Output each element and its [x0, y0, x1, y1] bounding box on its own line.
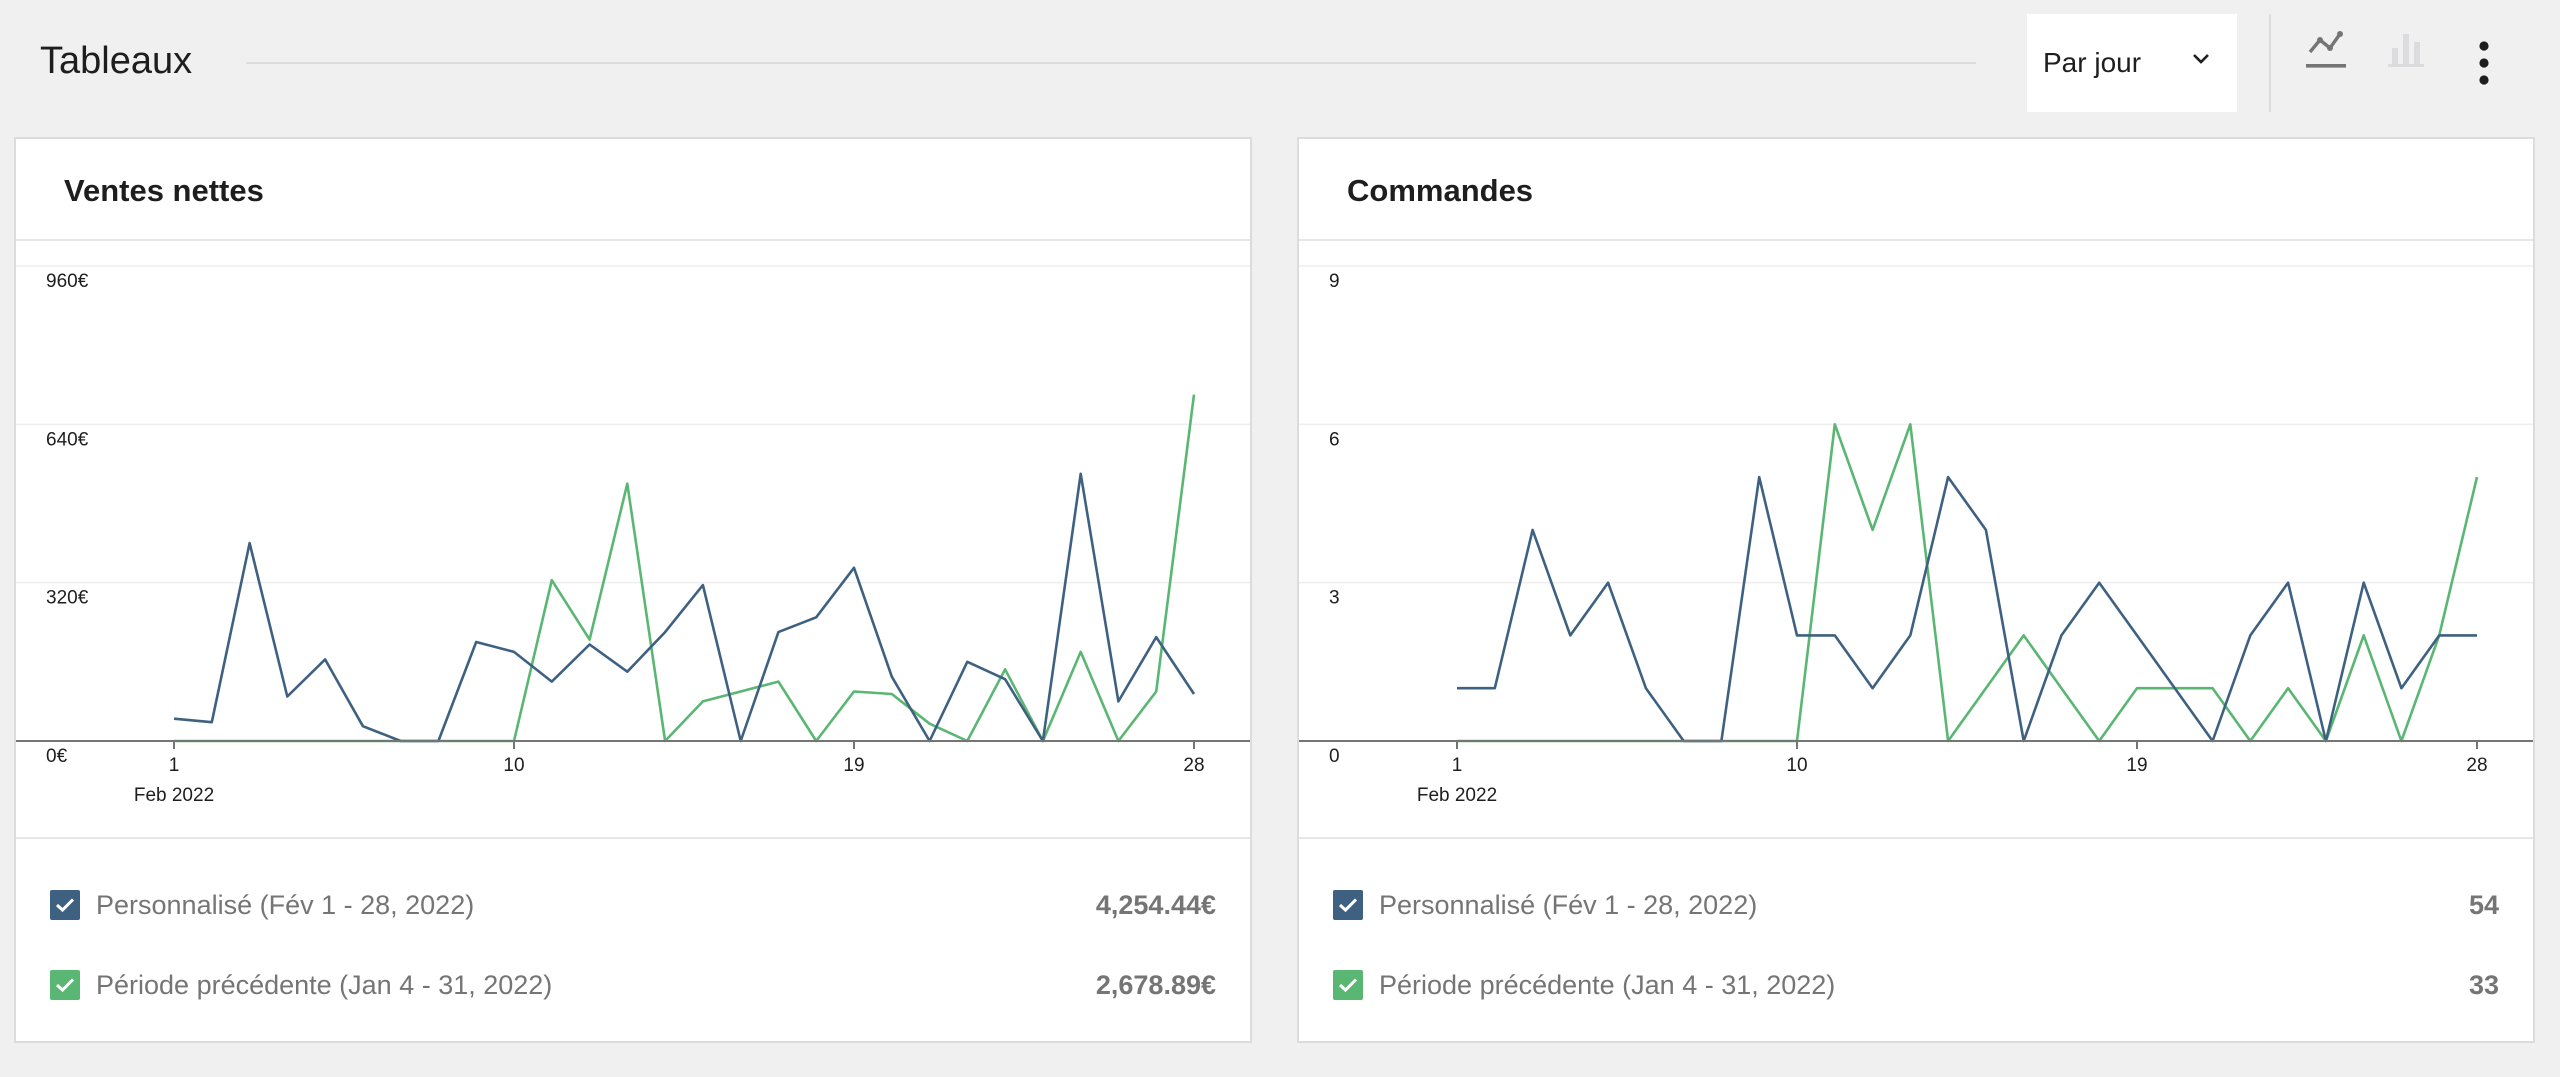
card-header: Ventes nettes	[16, 139, 1250, 241]
x-tick-label: 10	[1786, 755, 1807, 776]
series-line-current	[1457, 475, 2477, 743]
orders-chart[interactable]: 0 3 6 9 1 10 19 28 Feb 2022	[1299, 241, 2533, 837]
legend-total: 4,254.44€	[1095, 889, 1216, 920]
x-tick-label: 28	[1183, 755, 1204, 776]
chart-title: Commandes	[1347, 173, 1534, 208]
checkbox[interactable]	[50, 970, 80, 1000]
y-tick-label: 3	[1329, 588, 1340, 609]
checkbox[interactable]	[1333, 890, 1363, 920]
chart-legend: Personnalisé (Fév 1 - 28, 2022) 4,254.44…	[16, 837, 1250, 1043]
bar-chart-icon[interactable]	[2384, 28, 2428, 72]
legend-item-current[interactable]: Personnalisé (Fév 1 - 28, 2022) 4,254.44…	[50, 883, 1216, 927]
series-line-current	[173, 472, 1196, 743]
chevron-down-icon	[2193, 54, 2209, 64]
series-line-previous	[174, 394, 1196, 743]
x-tick-label: 10	[503, 755, 524, 776]
x-tick-label: 19	[843, 755, 864, 776]
orders-card: Commandes 0 3 6 9 1 10 19 28 Feb 2022 Personnali…	[1297, 137, 2535, 1043]
legend-item-previous[interactable]: Période précédente (Jan 4 - 31, 2022) 2,…	[50, 963, 1216, 1007]
chart-legend: Personnalisé (Fév 1 - 28, 2022) 54 Pério…	[1299, 837, 2533, 1043]
legend-label: Période précédente (Jan 4 - 31, 2022)	[96, 969, 553, 1000]
y-tick-label: 0	[1329, 746, 1340, 767]
y-tick-label: 640€	[46, 429, 89, 450]
legend-total: 33	[2468, 969, 2499, 1000]
page-header: Tableaux Par jour	[0, 0, 2560, 128]
net-sales-chart[interactable]: 0€ 320€ 640€ 960€ 1 10 19 28 Feb 2022	[16, 241, 1250, 837]
page-title: Tableaux	[40, 40, 193, 82]
x-tick-label: 1	[169, 755, 180, 776]
legend-item-current[interactable]: Personnalisé (Fév 1 - 28, 2022) 54	[1333, 883, 2499, 927]
x-tick-label: 28	[2466, 755, 2487, 776]
y-tick-label: 960€	[46, 271, 89, 292]
check-icon	[1338, 898, 1358, 913]
check-icon	[1338, 978, 1358, 993]
y-tick-label: 0€	[46, 746, 68, 767]
legend-item-previous[interactable]: Période précédente (Jan 4 - 31, 2022) 33	[1333, 963, 2499, 1007]
check-icon	[55, 898, 75, 913]
y-tick-label: 320€	[46, 588, 89, 609]
legend-total: 2,678.89€	[1095, 969, 1216, 1000]
line-chart-icon[interactable]	[2304, 28, 2348, 72]
chart-title: Ventes nettes	[64, 173, 264, 208]
legend-label: Période précédente (Jan 4 - 31, 2022)	[1379, 969, 1836, 1000]
check-icon	[55, 978, 75, 993]
net-sales-card: Ventes nettes 0€ 320€ 640€ 960€ 1 10 19 28 Feb 2…	[14, 137, 1252, 1043]
interval-select-value: Par jour	[2043, 47, 2142, 78]
legend-label: Personnalisé (Fév 1 - 28, 2022)	[1379, 889, 1758, 920]
x-tick-label: 1	[1452, 755, 1463, 776]
checkbox[interactable]	[1333, 970, 1363, 1000]
header-vertical-divider	[2269, 14, 2271, 112]
legend-total: 54	[2468, 889, 2499, 920]
header-divider-line	[246, 62, 1976, 64]
y-tick-label: 9	[1329, 271, 1340, 292]
legend-label: Personnalisé (Fév 1 - 28, 2022)	[96, 889, 475, 920]
x-tick-label: 19	[2126, 755, 2147, 776]
x-axis-subtitle: Feb 2022	[1417, 785, 1497, 806]
x-axis-subtitle: Feb 2022	[134, 785, 214, 806]
card-header: Commandes	[1299, 139, 2533, 241]
y-tick-label: 6	[1329, 429, 1340, 450]
checkbox[interactable]	[50, 890, 80, 920]
interval-select[interactable]: Par jour	[2027, 14, 2237, 112]
more-vertical-icon[interactable]	[2466, 38, 2502, 88]
